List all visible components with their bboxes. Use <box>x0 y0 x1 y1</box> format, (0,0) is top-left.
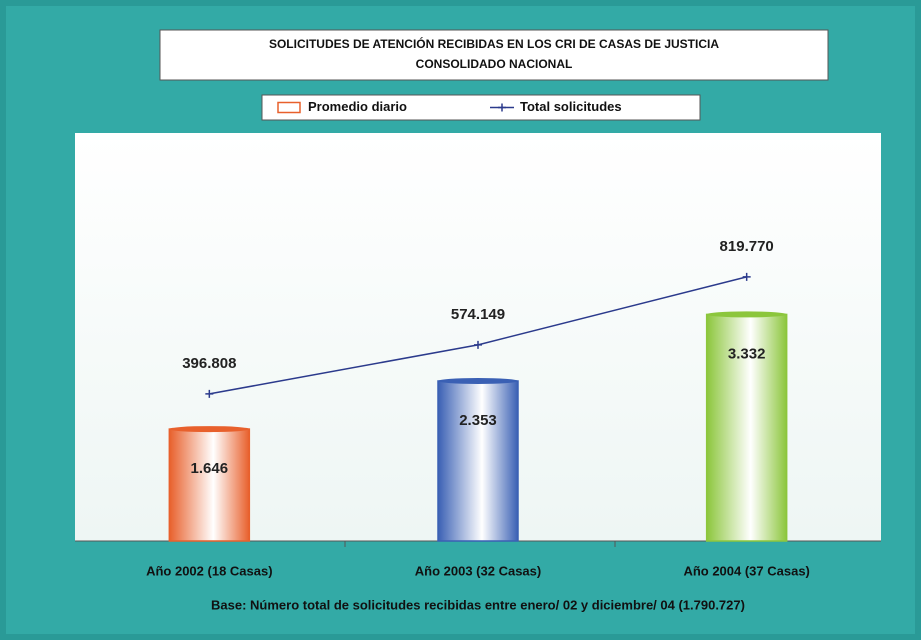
chart-title: SOLICITUDES DE ATENCIÓN RECIBIDAS EN LOS… <box>269 36 719 51</box>
footnote: Base: Número total de solicitudes recibi… <box>211 597 745 612</box>
bar-cap <box>438 377 518 384</box>
x-tick-label: Año 2002 (18 Casas) <box>146 563 272 578</box>
line-marker <box>474 340 482 349</box>
title-box <box>159 29 829 81</box>
bar-cap <box>706 311 787 318</box>
legend-box <box>261 94 701 121</box>
legend-label: Promedio diario <box>308 99 407 114</box>
data-label: 396.808 <box>182 355 236 372</box>
line-marker <box>742 272 751 281</box>
bar <box>168 428 251 542</box>
legend-swatch <box>277 101 301 114</box>
x-tick-label: Año 2003 (32 Casas) <box>415 563 541 578</box>
x-tick-label: Año 2004 (37 Casas) <box>683 563 809 578</box>
data-label: 1.646 <box>191 460 229 477</box>
data-label: 574.149 <box>451 306 505 323</box>
data-label: 2.353 <box>459 412 497 429</box>
legend-label: Total solicitudes <box>520 99 622 114</box>
data-label: 3.332 <box>728 345 766 362</box>
chart-subtitle: CONSOLIDADO NACIONAL <box>416 57 573 71</box>
data-label: 819.770 <box>720 238 774 255</box>
bar-cap <box>169 426 250 433</box>
bar <box>437 380 519 542</box>
legend-marker <box>498 103 506 112</box>
line-marker <box>205 389 214 398</box>
